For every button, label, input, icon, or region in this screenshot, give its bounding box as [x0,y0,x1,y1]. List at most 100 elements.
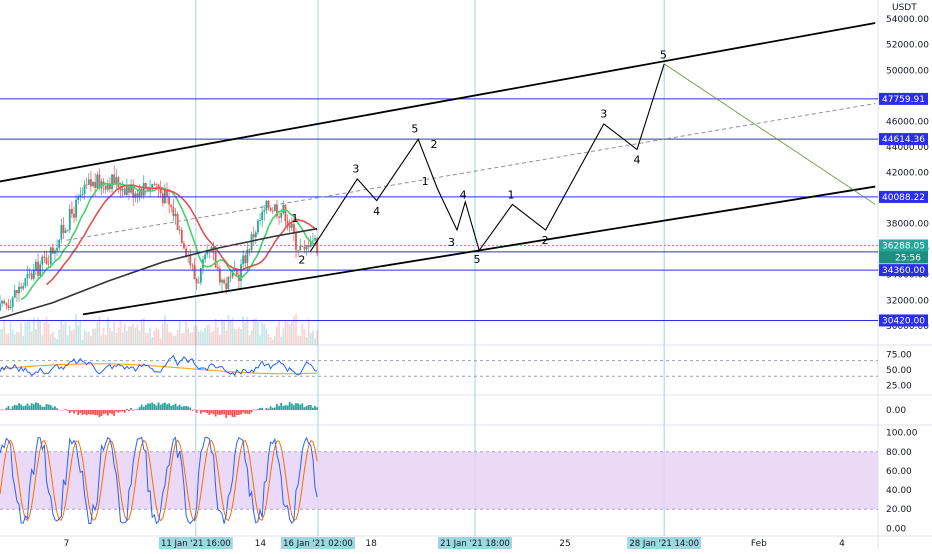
stoch-tick-label: 60.00 [886,467,912,477]
volume-bar [164,315,166,345]
volume-bar [73,330,75,345]
candle-body [274,205,276,211]
candle-body [20,287,22,289]
macd-bar [86,410,88,415]
volume-bar [289,324,291,345]
stoch-tick-label: 80.00 [886,448,912,458]
macd-bar [221,410,223,414]
price-tick-label: 38000.00 [886,220,929,230]
wave-label: 3 [600,107,607,120]
candle-body [8,305,10,308]
macd-bar [285,405,287,410]
candle-body [230,277,232,278]
volume-bar [60,320,62,345]
price-tick-label: 54000.00 [886,15,929,25]
candle-body [126,187,128,195]
macd-bar [274,408,276,410]
macd-bar [24,405,26,410]
volume-bar [263,324,265,345]
volume-bar [299,336,301,345]
candle-body [194,265,196,279]
macd-bar [109,410,111,413]
macd-bar [12,406,14,410]
candle-body [111,174,113,189]
macd-bar [105,410,107,414]
candle-body [270,208,272,211]
volume-bar [130,326,132,345]
macd-bar [14,405,16,410]
macd-bar [236,410,238,415]
macd-bar [67,410,69,411]
candle-body [35,262,37,270]
candle-body [265,201,267,210]
candle-body [263,210,265,212]
volume-bar [183,333,185,345]
candle-body [90,179,92,186]
macd-bar [227,410,229,415]
macd-bar [249,410,251,414]
candle-body [282,205,284,213]
volume-bar [191,332,193,345]
wave-label: 2 [431,138,438,151]
macd-bar [202,410,204,412]
volume-bar [113,322,115,345]
candle-body [177,214,179,230]
volume-bar [115,333,117,345]
volume-bar [257,322,259,345]
candle-body [162,193,164,203]
macd-bar [240,410,242,414]
volume-bar [20,323,22,345]
volume-bar [276,326,278,345]
stoch-tick-label: 0.00 [886,524,906,534]
volume-bar [107,317,109,345]
macd-bar [107,410,109,415]
macd-bar [29,406,31,410]
candle-body [56,248,58,251]
macd-bar [79,410,81,413]
candle-body [16,290,18,293]
volume-bar [160,338,162,345]
volume-bar [308,319,310,345]
macd-bar [206,410,208,413]
volume-bar [253,319,255,345]
wave-label: 2 [542,234,549,247]
price-tick-label: 52000.00 [886,41,929,51]
candle-body [278,216,280,217]
macd-bar [120,410,122,412]
volume-bar [280,337,282,345]
price-level-label: 40088.22 [882,193,925,203]
candle-body [92,182,94,186]
volume-bar [175,336,177,345]
volume-bar [149,328,151,345]
candle-body [295,233,297,250]
candle-body [3,301,5,304]
wave-label: 4 [373,205,380,218]
macd-bar [162,403,164,410]
candle-body [304,247,306,250]
wave-label: 2 [298,254,305,267]
macd-bar [71,410,73,411]
macd-bar [251,410,253,412]
last-price-label: 36288.05 [882,241,925,251]
volume-bar [291,321,293,345]
candle-body [297,250,299,251]
time-highlight-label: 11 Jan '21 16:00 [161,539,231,549]
candle-body [179,230,181,231]
volume-bar [223,320,225,345]
volume-bar [170,333,172,345]
candle-body [41,257,43,265]
wave-label: 4 [634,153,641,166]
macd-bar [276,404,278,410]
volume-bar [137,325,139,345]
volume-bar [179,321,181,345]
macd-bar [295,403,297,410]
candle-body [137,193,139,196]
macd-bar [141,405,143,410]
macd-bar [297,403,299,410]
volume-bar [278,321,280,345]
candle-body [67,230,69,231]
candle-body [12,298,14,307]
volume-bar [22,336,24,345]
macd-bar [52,407,54,410]
